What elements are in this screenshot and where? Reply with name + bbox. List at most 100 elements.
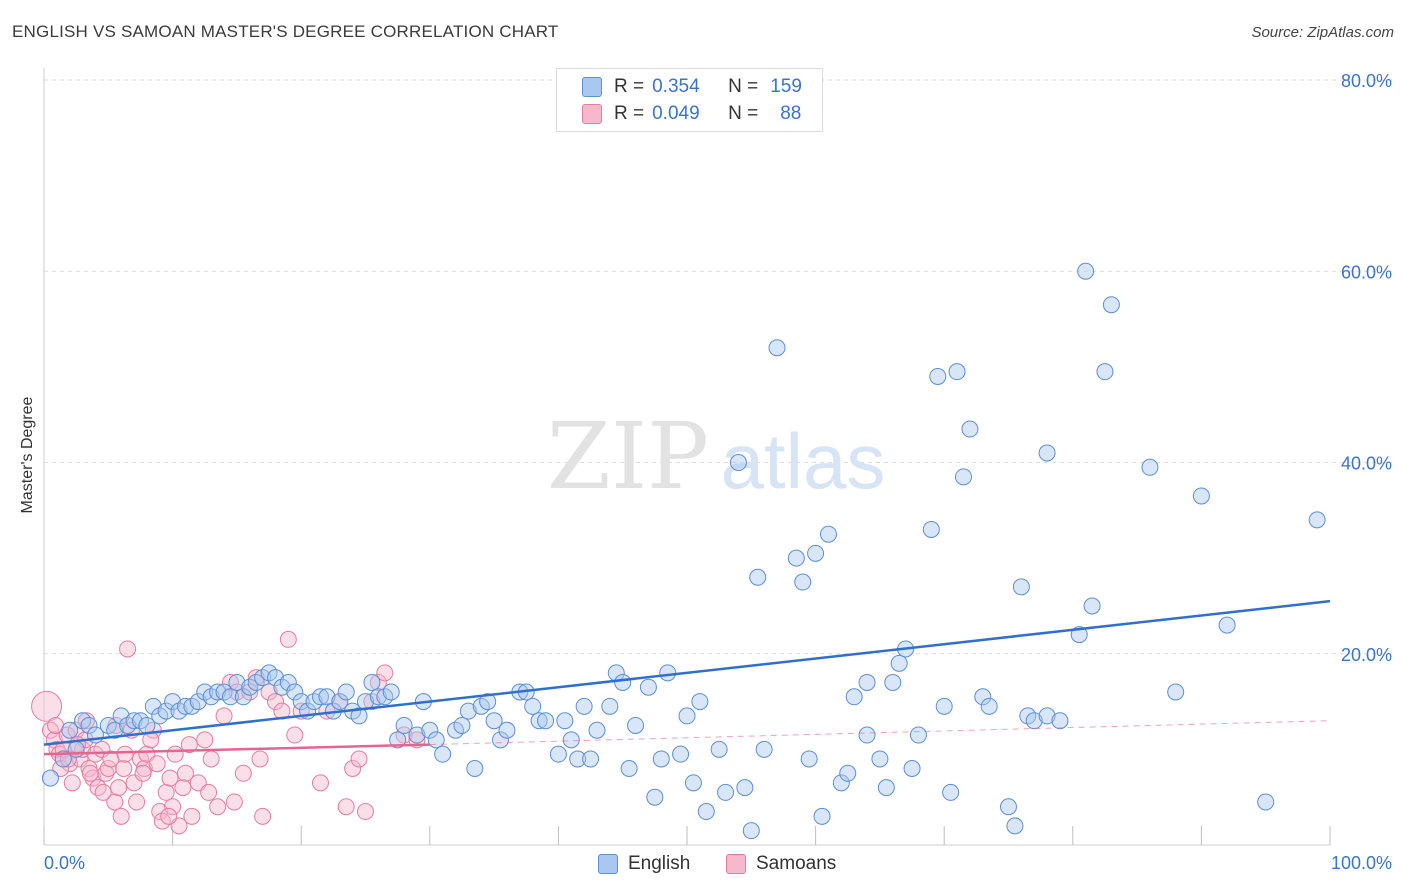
samoan-point bbox=[134, 764, 152, 782]
english-point bbox=[209, 683, 227, 701]
samoan-point bbox=[160, 807, 178, 825]
english-point bbox=[41, 769, 59, 787]
bottom-legend-english: English bbox=[598, 852, 690, 876]
english-point bbox=[1012, 578, 1030, 596]
samoan-point bbox=[196, 731, 214, 749]
legend-r-label: R = bbox=[614, 103, 645, 124]
legend-r-value: 0.354 bbox=[652, 76, 700, 97]
english-point bbox=[877, 779, 895, 797]
english-trend-line bbox=[43, 599, 1331, 746]
english-point bbox=[1038, 444, 1056, 462]
samoan-point bbox=[148, 755, 166, 773]
english-point bbox=[498, 721, 516, 739]
english-point bbox=[1000, 798, 1017, 816]
samoan-point bbox=[63, 774, 81, 792]
legend: R = 0.354 N = 159 R = 0.049 N = 88 bbox=[556, 68, 823, 132]
english-point bbox=[1006, 817, 1024, 835]
y-tick-label: 60.0% bbox=[1341, 262, 1392, 282]
english-point bbox=[787, 549, 805, 567]
samoan-point bbox=[125, 774, 143, 792]
english-point bbox=[903, 760, 921, 777]
english-point bbox=[845, 688, 863, 706]
english-point bbox=[1038, 707, 1056, 725]
bottom-legend-swatch-samoans bbox=[726, 854, 746, 874]
english-point bbox=[524, 697, 542, 715]
english-point bbox=[948, 363, 966, 381]
tick-labels: 20.0% 40.0% 60.0% 80.0% 0.0% 100.0% bbox=[44, 71, 1392, 873]
english-point bbox=[974, 688, 992, 706]
english-point bbox=[562, 731, 580, 749]
legend-n-label: N = bbox=[728, 103, 759, 124]
english-point bbox=[684, 774, 702, 792]
english-point bbox=[389, 731, 407, 749]
english-point bbox=[742, 822, 760, 840]
english-point bbox=[427, 731, 445, 749]
samoan-point bbox=[84, 769, 102, 787]
english-point bbox=[112, 707, 130, 725]
samoan-point bbox=[286, 726, 304, 744]
english-point bbox=[176, 697, 194, 715]
samoan-point bbox=[247, 669, 265, 687]
samoan-point bbox=[41, 721, 59, 739]
samoan-point bbox=[115, 760, 133, 777]
english-point bbox=[884, 673, 902, 691]
samoan-point bbox=[174, 779, 192, 797]
english-point bbox=[819, 525, 837, 543]
english-point bbox=[234, 688, 252, 706]
english-point bbox=[691, 693, 709, 711]
english-point bbox=[266, 669, 284, 687]
english-point bbox=[1308, 511, 1326, 529]
english-point bbox=[601, 697, 619, 715]
samoan-point bbox=[337, 798, 355, 816]
legend-n-value: 88 bbox=[780, 103, 802, 124]
english-point bbox=[1083, 597, 1101, 615]
english-point bbox=[871, 750, 889, 768]
english-point bbox=[627, 716, 645, 734]
samoan-point bbox=[202, 750, 220, 768]
samoan-point bbox=[31, 690, 63, 722]
samoan-point bbox=[215, 707, 233, 725]
samoan-point bbox=[157, 783, 175, 801]
samoan-point bbox=[251, 750, 269, 768]
english-point bbox=[1102, 296, 1120, 314]
samoan-point bbox=[116, 745, 134, 763]
y-tick-label: 20.0% bbox=[1341, 645, 1392, 665]
english-point bbox=[832, 774, 850, 792]
english-point bbox=[736, 779, 754, 797]
samoan-point bbox=[180, 736, 198, 754]
english-point bbox=[337, 683, 355, 701]
samoan-point bbox=[106, 793, 124, 811]
english-point bbox=[1218, 616, 1236, 634]
bottom-legend-samoans: Samoans bbox=[726, 852, 836, 876]
english-point bbox=[67, 740, 85, 758]
english-point bbox=[659, 664, 677, 682]
english-point bbox=[652, 750, 670, 768]
english-point bbox=[144, 697, 162, 715]
legend-row-english: R = 0.354 N = 159 bbox=[582, 75, 802, 99]
english-point bbox=[980, 697, 998, 715]
legend-r-label: R = bbox=[614, 76, 645, 97]
english-point bbox=[1051, 712, 1069, 730]
english-point bbox=[588, 721, 606, 739]
english-point bbox=[537, 712, 555, 730]
samoan-point bbox=[128, 793, 146, 811]
english-point bbox=[1257, 793, 1275, 811]
english-point bbox=[492, 731, 510, 749]
english-point bbox=[382, 683, 400, 701]
english-point bbox=[909, 726, 927, 744]
chart-title: ENGLISH VS SAMOAN MASTER'S DEGREE CORREL… bbox=[12, 22, 559, 41]
english-point bbox=[421, 721, 439, 739]
english-point bbox=[479, 693, 497, 711]
trend-lines bbox=[43, 599, 1331, 756]
samoan-point bbox=[94, 783, 112, 801]
samoan-point bbox=[164, 798, 182, 816]
watermark-atlas: atlas bbox=[721, 417, 886, 505]
english-point bbox=[929, 367, 947, 385]
english-point bbox=[800, 750, 818, 768]
english-point bbox=[697, 803, 715, 821]
english-point bbox=[292, 693, 310, 711]
english-point bbox=[221, 688, 239, 706]
english-point bbox=[395, 716, 413, 734]
samoan-point bbox=[209, 798, 227, 816]
english-point bbox=[466, 760, 484, 777]
